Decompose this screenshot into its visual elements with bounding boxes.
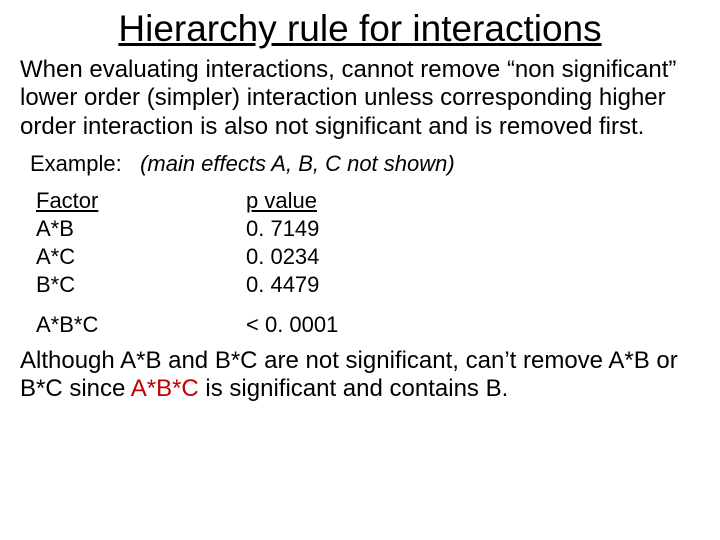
table-row: A*C 0. 0234 xyxy=(32,243,406,271)
table-row-special: A*B*C < 0. 0001 xyxy=(32,311,406,339)
example-note: (main effects A, B, C not shown) xyxy=(140,151,455,176)
cell-pvalue: 0. 4479 xyxy=(246,271,406,299)
table-header-row: Factor p value xyxy=(32,187,406,215)
example-label: Example: xyxy=(30,151,122,176)
slide-title: Hierarchy rule for interactions xyxy=(20,8,700,50)
table-row: A*B 0. 7149 xyxy=(32,215,406,243)
conclusion-highlight: A*B*C xyxy=(131,375,199,402)
table-gap xyxy=(32,299,406,311)
cell-factor: A*B*C xyxy=(32,311,246,339)
table-row: B*C 0. 4479 xyxy=(32,271,406,299)
cell-factor: A*B xyxy=(32,215,246,243)
table: Factor p value A*B 0. 7149 A*C 0. 0234 B… xyxy=(32,187,406,339)
cell-pvalue: 0. 7149 xyxy=(246,215,406,243)
header-pvalue: p value xyxy=(246,187,406,215)
factor-table: Factor p value A*B 0. 7149 A*C 0. 0234 B… xyxy=(32,187,700,339)
conclusion-part2: is significant and contains B. xyxy=(199,375,509,402)
conclusion-paragraph: Although A*B and B*C are not significant… xyxy=(20,347,700,404)
example-line: Example: (main effects A, B, C not shown… xyxy=(30,151,700,177)
cell-factor: A*C xyxy=(32,243,246,271)
slide: Hierarchy rule for interactions When eva… xyxy=(0,0,720,540)
intro-paragraph: When evaluating interactions, cannot rem… xyxy=(20,56,700,141)
cell-pvalue: 0. 0234 xyxy=(246,243,406,271)
header-factor: Factor xyxy=(32,187,246,215)
cell-factor: B*C xyxy=(32,271,246,299)
cell-pvalue: < 0. 0001 xyxy=(246,311,406,339)
